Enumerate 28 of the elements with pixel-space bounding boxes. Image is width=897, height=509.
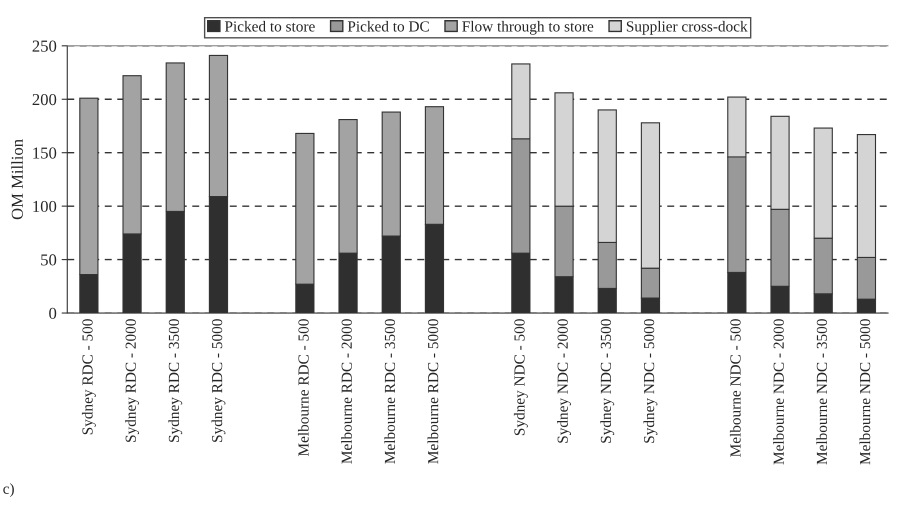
x-tick-label: Sydney RDC - 2000	[125, 319, 140, 442]
x-tick-label: Sydney NDC - 2000	[557, 319, 571, 443]
x-tick-label: Melbourne NDC - 5000	[860, 319, 870, 465]
x-tick-label: Sydney RDC - 3500	[168, 319, 182, 442]
y-tick-label: 150	[33, 147, 56, 159]
x-tick-label: Sydney RDC - 500	[82, 319, 96, 434]
y-tick-label: 100	[33, 200, 56, 212]
x-tick-label: Sydney NDC - 3500	[600, 319, 614, 443]
legend-label: Flow through to store	[462, 20, 594, 35]
x-tick-label: Melbourne RDC - 5000	[428, 319, 438, 464]
x-tick-label: Melbourne RDC - 2000	[341, 319, 352, 464]
legend-label: Supplier cross-dock	[626, 20, 748, 35]
y-tick-label: 50	[41, 254, 56, 266]
x-tick-label: Melbourne RDC - 3500	[384, 319, 396, 464]
y-tick-label: 250	[32, 40, 56, 52]
x-tick-label: Melbourne RDC - 500	[298, 319, 309, 456]
x-tick-label: Melbourne NDC - 2000	[773, 319, 784, 465]
y-tick-label: 0	[49, 308, 56, 319]
x-tick-label: Sydney NDC - 5000	[643, 319, 658, 443]
x-tick-label: Melbourne NDC - 500	[730, 319, 741, 457]
y-tick-label: 200	[32, 94, 56, 106]
legend-label: Picked to store	[224, 20, 315, 32]
legend-label: Picked to DC	[348, 20, 429, 32]
text: c)	[3, 483, 14, 497]
y-axis-title: OM Million	[11, 139, 23, 220]
x-tick-label: Sydney RDC - 5000	[212, 319, 226, 442]
x-tick-label: Sydney NDC - 500	[514, 319, 528, 436]
x-tick-label: Melbourne NDC - 3500	[816, 319, 828, 465]
